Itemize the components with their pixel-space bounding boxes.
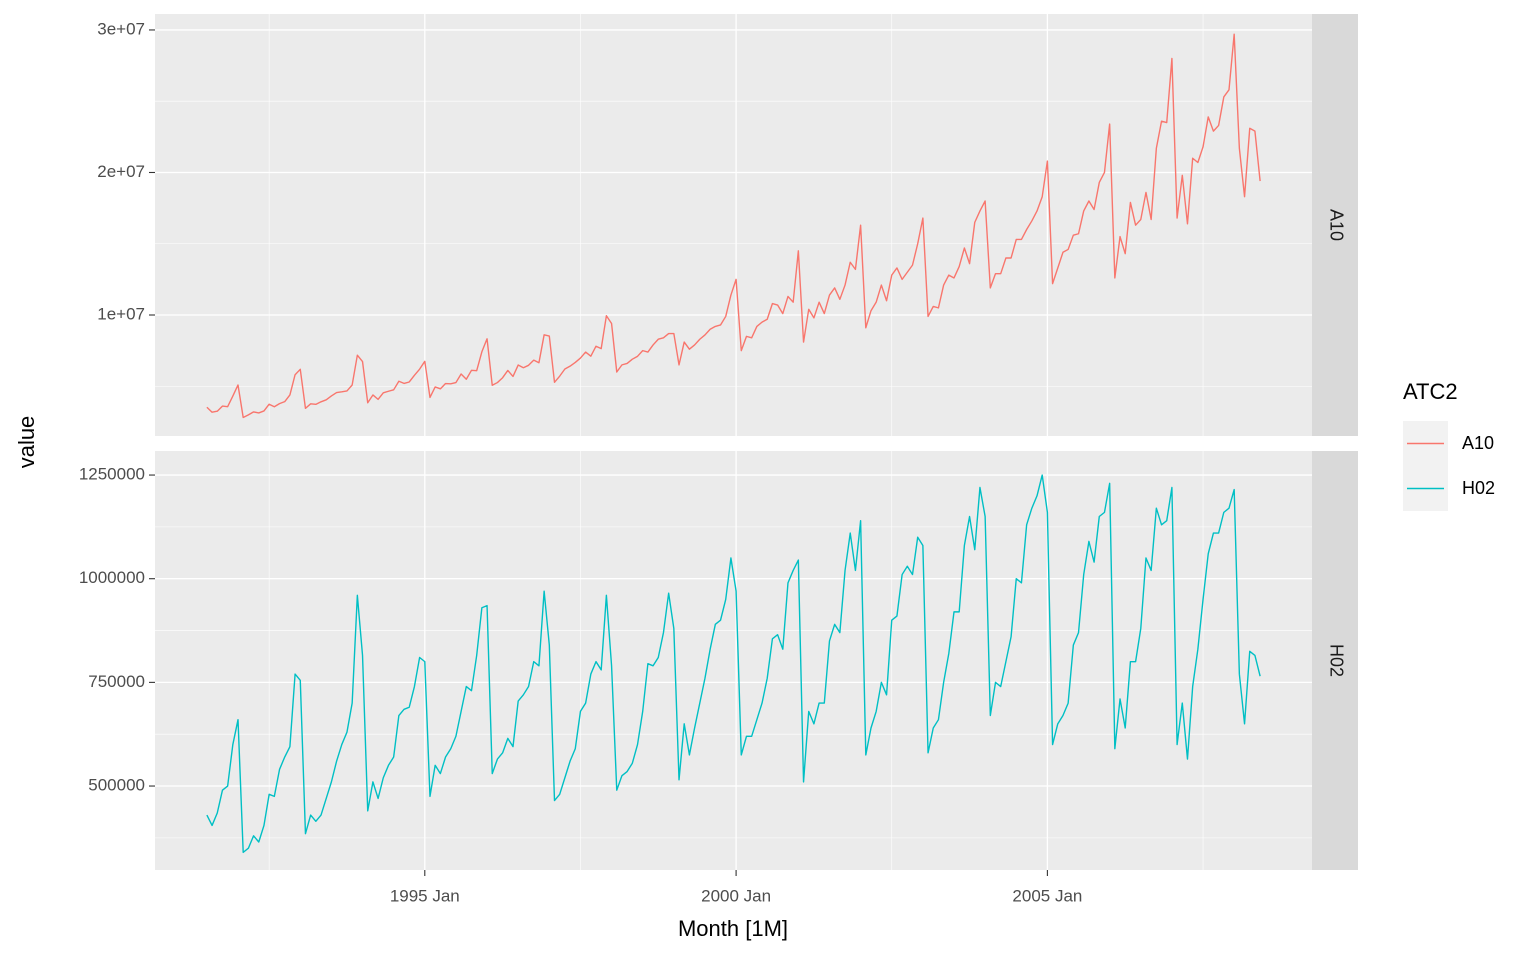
y-tick-label: 2e+07 <box>97 162 145 181</box>
y-tick-label: 3e+07 <box>97 19 145 38</box>
y-tick-label: 750000 <box>88 672 145 691</box>
panel-background <box>155 14 1312 436</box>
x-tick-label: 1995 Jan <box>390 886 460 905</box>
facet-strip <box>1312 14 1358 436</box>
y-tick-label: 1000000 <box>79 568 145 587</box>
x-tick-label: 2005 Jan <box>1012 886 1082 905</box>
facet-strip-label: A10 <box>1326 209 1346 241</box>
data-line <box>206 33 1261 419</box>
y-tick-label: 1250000 <box>79 465 145 484</box>
legend-title: ATC2 <box>1403 379 1458 404</box>
x-tick-label: 2000 Jan <box>701 886 771 905</box>
data-line <box>206 474 1261 854</box>
legend-label: A10 <box>1462 433 1494 453</box>
x-axis-label: Month [1M] <box>678 916 788 941</box>
facet-strip <box>1312 451 1358 870</box>
facet-strip-label: H02 <box>1326 644 1346 677</box>
y-axis-label: value <box>14 416 39 469</box>
panel-background <box>155 451 1312 870</box>
y-tick-label: 1e+07 <box>97 304 145 323</box>
legend-label: H02 <box>1462 478 1495 498</box>
y-tick-label: 500000 <box>88 776 145 795</box>
